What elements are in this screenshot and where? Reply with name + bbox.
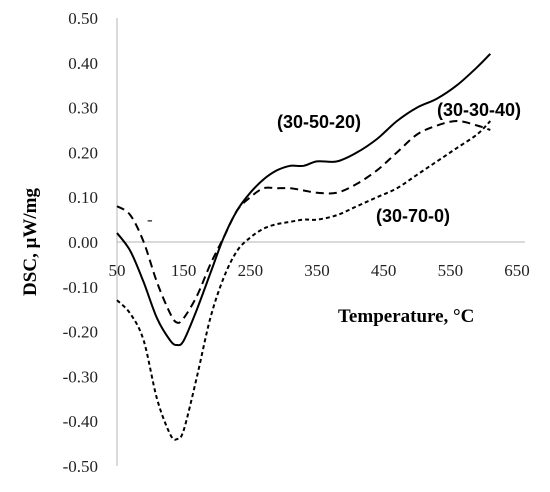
series-label-30-50-20: (30-50-20) [277,112,361,132]
y-tick-label: -0.30 [63,367,98,386]
series-line-30-70-0 [116,120,492,441]
y-tick-label: 0.30 [68,99,98,118]
y-tick-label: 0.10 [68,188,98,207]
y-tick-label: 0.00 [68,233,98,252]
x-tick-labels: 50 150 250 350 450 550 650 [109,261,530,280]
y-tick-label: 0.40 [68,54,98,73]
series-lines [116,53,492,441]
series-line-30-50-20 [116,53,492,347]
x-tick-label: 450 [371,261,397,280]
y-tick-label: 0.20 [68,143,98,162]
y-tick-label: -0.20 [63,323,98,342]
y-axis-title: DSC, μW/mg [20,188,41,296]
x-tick-label: 650 [504,261,530,280]
x-axis-title: Temperature, °C [338,306,474,327]
y-tick-label: 0.50 [68,9,98,28]
y-tick-label: -0.40 [63,412,98,431]
y-tick-label: -0.10 [63,278,98,297]
x-tick-label: 550 [438,261,464,280]
y-tick-labels: 0.50 0.40 0.30 0.20 0.10 0.00 -0.10 -0.20 -0.30 -… [63,9,98,476]
series-label-30-70-0: (30-70-0) [376,206,450,226]
stray-mark: - [147,210,153,229]
x-tick-label: 350 [304,261,330,280]
series-line-30-30-40 [116,119,491,324]
y-tick-label: -0.50 [63,457,98,476]
x-tick-label: 50 [109,261,126,280]
x-tick-label: 150 [171,261,197,280]
series-label-30-30-40: (30-30-40) [437,100,521,120]
x-tick-label: 250 [238,261,264,280]
